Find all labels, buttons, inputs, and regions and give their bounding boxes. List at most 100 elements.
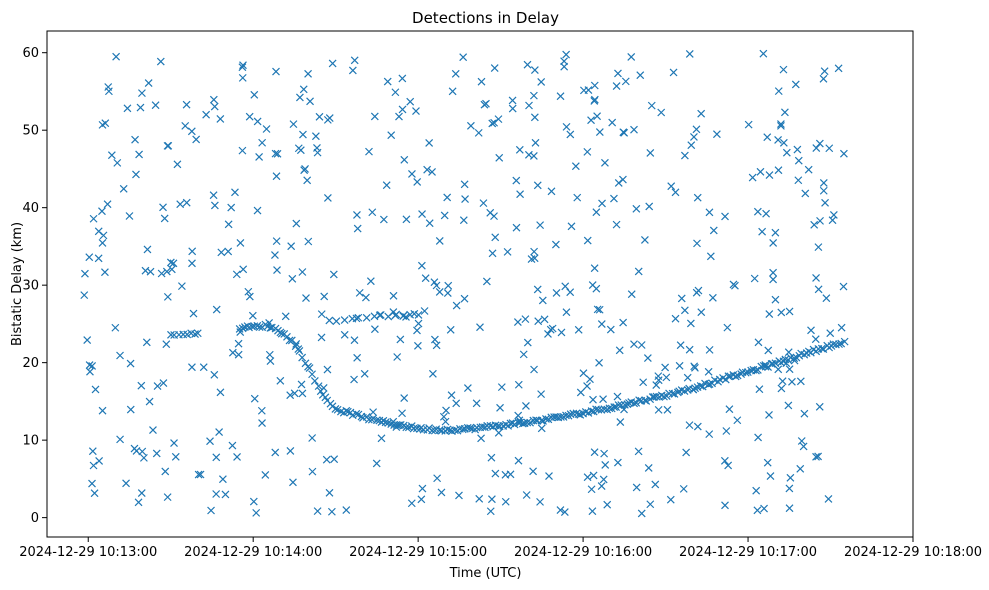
data-point xyxy=(455,491,463,500)
data-point xyxy=(156,57,165,66)
data-point xyxy=(299,130,307,139)
data-point xyxy=(393,353,402,361)
data-point xyxy=(785,365,794,374)
data-point xyxy=(605,404,614,413)
data-point xyxy=(536,221,545,230)
x-tick-label: 2024-12-29 10:15:00 xyxy=(349,545,487,560)
data-point xyxy=(196,470,205,479)
data-point xyxy=(487,453,496,462)
data-point xyxy=(669,68,678,77)
data-point xyxy=(314,382,323,391)
data-point xyxy=(103,200,112,209)
data-point xyxy=(413,326,421,335)
data-point xyxy=(420,307,429,315)
data-point xyxy=(597,320,606,328)
data-point xyxy=(89,461,98,470)
data-point xyxy=(643,354,652,362)
data-point xyxy=(610,403,619,412)
data-point xyxy=(435,288,444,296)
data-point xyxy=(610,194,618,203)
data-point xyxy=(477,434,485,443)
data-point xyxy=(365,147,373,156)
data-point xyxy=(425,219,434,228)
data-point xyxy=(232,270,241,279)
data-point xyxy=(342,506,351,515)
data-point xyxy=(821,198,829,207)
data-point xyxy=(170,439,178,447)
data-point xyxy=(551,240,560,249)
data-point xyxy=(272,237,281,246)
data-point xyxy=(364,415,373,424)
data-point xyxy=(759,49,768,58)
data-point xyxy=(814,243,823,252)
data-point xyxy=(488,249,497,258)
data-point xyxy=(671,314,680,323)
data-point xyxy=(514,456,523,465)
data-point xyxy=(612,220,621,229)
data-point xyxy=(490,64,499,73)
data-point xyxy=(595,305,604,314)
data-point xyxy=(766,472,775,480)
data-point xyxy=(782,148,791,157)
data-point xyxy=(101,119,110,128)
data-point xyxy=(779,65,788,74)
data-point xyxy=(91,385,100,394)
data-point xyxy=(685,345,694,354)
data-point xyxy=(537,424,546,433)
data-point xyxy=(768,359,777,368)
data-point xyxy=(210,201,219,210)
data-point xyxy=(323,365,332,374)
data-point xyxy=(697,308,706,317)
data-point xyxy=(135,150,144,159)
y-tick-label: 30 xyxy=(22,279,39,294)
data-point xyxy=(448,87,457,96)
data-point xyxy=(253,117,262,126)
data-point xyxy=(677,294,686,303)
data-point xyxy=(661,363,670,372)
data-point xyxy=(686,319,695,328)
data-point xyxy=(299,85,308,94)
data-point xyxy=(583,382,591,391)
data-point xyxy=(152,449,161,458)
data-point xyxy=(612,82,621,91)
data-point xyxy=(207,506,215,515)
data-point xyxy=(262,125,271,133)
data-point xyxy=(308,370,316,379)
data-point xyxy=(690,133,698,141)
data-point xyxy=(530,66,539,74)
data-point xyxy=(752,486,761,495)
data-point xyxy=(510,420,519,429)
data-point xyxy=(621,77,630,86)
data-point xyxy=(777,384,786,393)
data-point xyxy=(723,323,732,332)
data-point xyxy=(706,252,715,261)
data-point xyxy=(630,399,639,408)
data-point xyxy=(822,294,831,303)
data-point xyxy=(663,405,672,414)
data-point xyxy=(486,208,495,217)
data-point xyxy=(645,202,654,211)
data-point xyxy=(142,338,151,347)
data-point xyxy=(839,282,848,291)
data-point xyxy=(778,377,787,386)
data-point xyxy=(646,148,655,157)
data-point xyxy=(540,315,549,324)
data-point xyxy=(119,184,128,193)
data-point xyxy=(310,377,319,385)
data-point xyxy=(228,348,237,357)
data-point xyxy=(801,189,810,198)
data-point xyxy=(292,340,301,348)
data-point xyxy=(159,379,168,387)
data-point xyxy=(593,112,602,121)
data-point xyxy=(137,381,146,390)
data-point xyxy=(350,375,358,384)
data-point xyxy=(515,145,524,154)
data-point xyxy=(461,195,469,203)
data-point xyxy=(601,461,610,469)
data-point xyxy=(353,211,361,219)
data-point xyxy=(332,317,341,326)
y-tick-label: 10 xyxy=(22,434,39,449)
data-point xyxy=(399,311,408,320)
data-point xyxy=(662,373,671,382)
data-point xyxy=(452,399,461,408)
